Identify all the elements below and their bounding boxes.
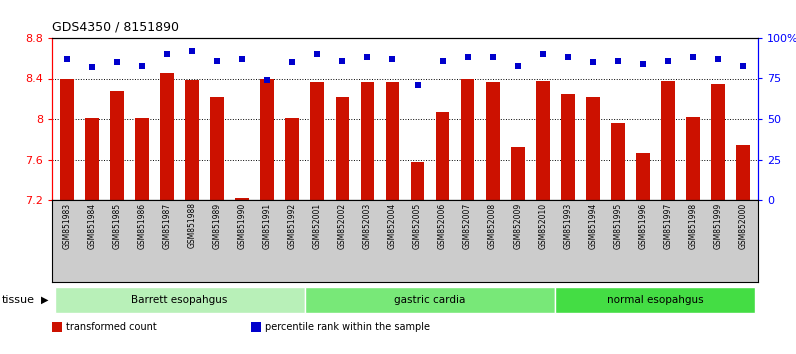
Point — [386, 56, 399, 62]
Point — [712, 56, 724, 62]
Bar — [556, 287, 755, 313]
Point — [561, 55, 574, 60]
Bar — [561, 94, 575, 200]
Point — [587, 59, 599, 65]
Text: GSM852006: GSM852006 — [438, 202, 447, 249]
Bar — [286, 118, 299, 200]
Point — [637, 61, 650, 67]
Point — [136, 63, 149, 68]
Text: GSM851995: GSM851995 — [613, 202, 622, 249]
Bar — [661, 80, 675, 200]
Bar — [461, 79, 474, 200]
Text: GSM851996: GSM851996 — [638, 202, 647, 249]
Bar — [736, 145, 750, 200]
Bar — [511, 147, 525, 200]
Text: tissue: tissue — [2, 295, 34, 305]
Text: GSM851984: GSM851984 — [88, 202, 96, 249]
Point — [461, 55, 474, 60]
Text: GSM851997: GSM851997 — [663, 202, 673, 249]
Text: GSM852009: GSM852009 — [513, 202, 522, 249]
Text: GSM851983: GSM851983 — [63, 202, 72, 249]
Text: GSM851994: GSM851994 — [588, 202, 597, 249]
Point — [60, 56, 73, 62]
Bar — [305, 287, 556, 313]
Bar — [486, 81, 500, 200]
Text: GSM851998: GSM851998 — [689, 202, 697, 249]
Text: GSM852000: GSM852000 — [739, 202, 747, 249]
Bar — [336, 97, 349, 200]
Point — [686, 55, 699, 60]
Bar — [636, 153, 650, 200]
Bar — [310, 81, 324, 200]
Text: GSM851985: GSM851985 — [112, 202, 122, 249]
Text: transformed count: transformed count — [66, 322, 157, 332]
Text: percentile rank within the sample: percentile rank within the sample — [265, 322, 430, 332]
Bar — [385, 81, 400, 200]
Bar — [711, 84, 725, 200]
Point — [412, 82, 424, 88]
Text: gastric cardia: gastric cardia — [394, 295, 466, 305]
Point — [736, 63, 749, 68]
Bar — [686, 117, 700, 200]
Point — [211, 58, 224, 63]
Text: GDS4350 / 8151890: GDS4350 / 8151890 — [52, 21, 179, 34]
Point — [185, 48, 198, 54]
Text: ▶: ▶ — [41, 295, 49, 305]
Bar — [435, 112, 450, 200]
Bar — [536, 80, 549, 200]
Text: GSM851989: GSM851989 — [213, 202, 222, 249]
Bar — [185, 80, 199, 200]
Bar — [110, 91, 124, 200]
Bar — [411, 161, 424, 200]
Text: GSM852003: GSM852003 — [363, 202, 372, 249]
Text: GSM852007: GSM852007 — [463, 202, 472, 249]
Text: GSM851988: GSM851988 — [188, 202, 197, 249]
Point — [661, 58, 674, 63]
Text: GSM851993: GSM851993 — [564, 202, 572, 249]
Text: normal esopahgus: normal esopahgus — [607, 295, 704, 305]
Bar — [210, 97, 224, 200]
Text: Barrett esopahgus: Barrett esopahgus — [131, 295, 228, 305]
Text: GSM851991: GSM851991 — [263, 202, 271, 249]
Point — [361, 55, 374, 60]
Point — [511, 63, 524, 68]
Bar — [260, 79, 274, 200]
Text: GSM852005: GSM852005 — [413, 202, 422, 249]
Text: GSM852001: GSM852001 — [313, 202, 322, 249]
Text: GSM852004: GSM852004 — [388, 202, 397, 249]
Point — [311, 51, 324, 57]
Bar — [135, 118, 149, 200]
Bar — [586, 97, 599, 200]
Text: GSM852010: GSM852010 — [538, 202, 547, 249]
Point — [261, 77, 274, 83]
Point — [286, 59, 298, 65]
Point — [336, 58, 349, 63]
Bar — [611, 123, 625, 200]
Point — [86, 64, 99, 70]
Point — [161, 51, 174, 57]
Point — [611, 58, 624, 63]
Point — [436, 58, 449, 63]
Bar — [60, 79, 74, 200]
Text: GSM852002: GSM852002 — [338, 202, 347, 249]
Text: GSM851990: GSM851990 — [238, 202, 247, 249]
Point — [537, 51, 549, 57]
Text: GSM851987: GSM851987 — [162, 202, 172, 249]
Text: GSM851999: GSM851999 — [713, 202, 723, 249]
Bar — [361, 81, 374, 200]
Bar — [54, 287, 305, 313]
Point — [486, 55, 499, 60]
Point — [111, 59, 123, 65]
Text: GSM851986: GSM851986 — [138, 202, 146, 249]
Bar — [160, 73, 174, 200]
Bar — [85, 118, 99, 200]
Point — [236, 56, 248, 62]
Bar — [236, 198, 249, 200]
Text: GSM851992: GSM851992 — [288, 202, 297, 249]
Text: GSM852008: GSM852008 — [488, 202, 498, 249]
